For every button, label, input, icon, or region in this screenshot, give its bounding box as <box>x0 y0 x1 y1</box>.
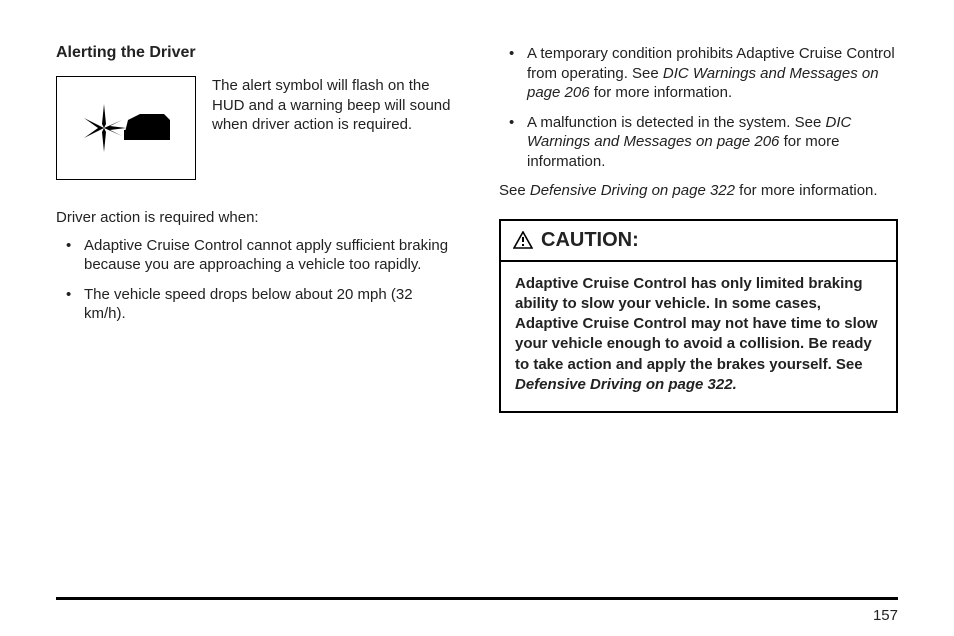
footer-rule <box>56 597 898 600</box>
list-item: A temporary condition prohibits Adaptive… <box>499 44 898 103</box>
two-column-layout: Alerting the Driver <box>56 44 898 574</box>
see-post: for more information. <box>735 182 878 199</box>
bullet-text-pre: A malfunction is detected in the system.… <box>527 114 826 131</box>
caution-title: CAUTION: <box>541 229 639 252</box>
left-column: Alerting the Driver <box>56 44 455 574</box>
cross-reference: Defensive Driving on page 322. <box>515 376 737 393</box>
list-item: A malfunction is detected in the system.… <box>499 113 898 172</box>
page-number: 157 <box>873 607 898 624</box>
bullet-text-post: for more information. <box>590 84 733 101</box>
icon-description: The alert symbol will flash on the HUD a… <box>212 76 455 180</box>
section-heading: Alerting the Driver <box>56 44 455 62</box>
list-item: The vehicle speed drops below about 20 m… <box>56 285 455 324</box>
see-pre: See <box>499 182 530 199</box>
icon-with-description: The alert symbol will flash on the HUD a… <box>56 76 455 180</box>
manual-page: Alerting the Driver <box>0 0 954 636</box>
warning-triangle-icon <box>513 231 533 249</box>
caution-body: Adaptive Cruise Control has only limited… <box>501 262 896 412</box>
caution-header: CAUTION: <box>501 221 896 262</box>
cross-reference: Defensive Driving on page 322 <box>530 182 735 199</box>
alert-symbol-box <box>56 76 196 180</box>
caution-box: CAUTION: Adaptive Cruise Control has onl… <box>499 219 898 414</box>
caution-body-text: Adaptive Cruise Control has only limited… <box>515 275 878 373</box>
lead-text: Driver action is required when: <box>56 208 455 228</box>
collision-alert-icon <box>78 100 174 156</box>
see-reference: See Defensive Driving on page 322 for mo… <box>499 181 898 201</box>
list-item: Adaptive Cruise Control cannot apply suf… <box>56 236 455 275</box>
right-bullet-list: A temporary condition prohibits Adaptive… <box>499 44 898 171</box>
left-bullet-list: Adaptive Cruise Control cannot apply suf… <box>56 236 455 324</box>
right-column: A temporary condition prohibits Adaptive… <box>499 44 898 574</box>
